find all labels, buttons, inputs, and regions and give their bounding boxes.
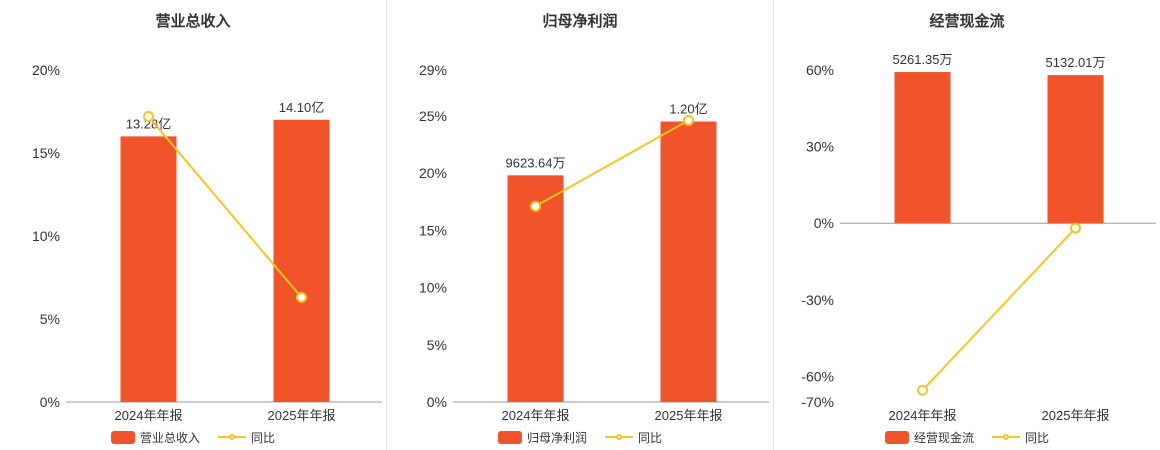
bar (507, 175, 564, 402)
legend-item-line-series[interactable]: 同比 (992, 429, 1049, 446)
bar (1047, 75, 1104, 224)
chart-plot-area: 60% 30% 0% -30% -60% -70% 5261.35万 5132.01万 2024… (774, 34, 1160, 424)
line-marker-ring-icon (229, 434, 235, 440)
bar-value-label: 9623.64万 (506, 155, 566, 170)
y-axis-tick-label: -60% (801, 368, 834, 384)
y-axis-tick-label: 15% (419, 222, 447, 238)
chart-panel-revenue: 营业总收入 0% 5% 10% 15% 20% 13.28亿 14.10亿 2024年年报 20… (0, 0, 386, 450)
chart-canvas: 60% 30% 0% -30% -60% -70% 5261.35万 5132.01万 2024… (801, 52, 1156, 423)
legend-line-label: 同比 (251, 430, 276, 445)
x-axis-category-label: 2024年年报 (889, 408, 957, 423)
x-axis-category-label: 2024年年报 (115, 408, 183, 423)
line-swatch-icon (218, 431, 246, 444)
legend-item-line-series[interactable]: 同比 (605, 429, 662, 446)
y-axis-tick-label: 5% (40, 311, 60, 327)
y-axis-tick-label: 0% (427, 394, 447, 410)
bar-value-label: 1.20亿 (669, 102, 707, 117)
y-axis-tick-label: 20% (32, 62, 60, 78)
x-axis-category-label: 2025年年报 (268, 408, 336, 423)
y-axis-tick-label: 20% (419, 165, 447, 181)
yoy-line (147, 115, 303, 299)
legend-line-label: 同比 (1025, 430, 1050, 445)
x-axis-category-label: 2025年年报 (1042, 408, 1110, 423)
chart-canvas: 0% 5% 10% 15% 20% 25% 29% 9623.64万 1.20亿 2024年年报 2… (419, 62, 769, 423)
y-axis-tick-label: 10% (32, 228, 60, 244)
chart-title: 经营现金流 (929, 13, 1005, 30)
y-axis-tick-label: 60% (806, 62, 834, 78)
bar-swatch-icon (110, 430, 135, 444)
bar (120, 136, 177, 402)
yoy-line (535, 119, 689, 208)
legend-item-bar-series[interactable]: 营业总收入 (110, 429, 200, 446)
y-axis-tick-label: 25% (419, 108, 447, 124)
yoy-line-marker (296, 291, 307, 303)
legend-item-line-series[interactable]: 同比 (218, 429, 275, 446)
chart-legend: 营业总收入 同比 (0, 424, 386, 450)
x-axis-category-label: 2025年年报 (655, 408, 723, 423)
yoy-line (921, 227, 1077, 391)
y-axis-tick-label: 29% (419, 62, 447, 78)
bar-value-label: 13.28亿 (126, 116, 172, 131)
chart-panel-net-profit: 归母净利润 0% 5% 10% 15% 20% 25% 29% 9623.64万 1.20亿 20… (386, 0, 773, 450)
yoy-line-marker (683, 114, 694, 126)
bar-swatch-icon (497, 430, 522, 444)
bar (660, 121, 717, 402)
y-axis-tick-label: 5% (427, 337, 447, 353)
chart-panel-operating-cash-flow: 经营现金流 60% 30% 0% -30% -60% -70% 5261.35万 5132.0… (773, 0, 1160, 450)
x-axis-category-label: 2024年年报 (502, 408, 570, 423)
chart-plot-area: 0% 5% 10% 15% 20% 13.28亿 14.10亿 2024年年报 2025年年报 (0, 34, 386, 424)
y-axis-tick-label: 15% (32, 145, 60, 161)
legend-line-label: 同比 (638, 430, 663, 445)
y-axis-tick-label: 0% (40, 394, 60, 410)
bar (273, 119, 330, 403)
chart-title: 归母净利润 (542, 13, 618, 30)
legend-item-bar-series[interactable]: 经营现金流 (884, 429, 974, 446)
line-swatch-icon (605, 431, 633, 444)
chart-canvas: 0% 5% 10% 15% 20% 13.28亿 14.10亿 2024年年报 2025年年报 (32, 62, 382, 423)
bar-value-label: 14.10亿 (279, 100, 325, 115)
chart-plot-area: 0% 5% 10% 15% 20% 25% 29% 9623.64万 1.20亿 2024年年报 2… (387, 34, 773, 424)
yoy-line-marker (530, 200, 541, 212)
bar-value-label: 5132.01万 (1046, 55, 1106, 70)
bar-value-label: 5261.35万 (893, 52, 953, 67)
y-axis-tick-label: -30% (801, 292, 834, 308)
y-axis-tick-label: 10% (419, 280, 447, 296)
chart-legend: 归母净利润 同比 (387, 424, 773, 450)
y-axis-tick-label: -70% (801, 394, 834, 410)
line-marker-ring-icon (1003, 434, 1009, 440)
legend-bar-label: 归母净利润 (526, 430, 587, 445)
legend-bar-label: 营业总收入 (139, 430, 200, 445)
chart-title: 营业总收入 (155, 13, 231, 30)
bar-swatch-icon (884, 430, 909, 444)
line-marker-ring-icon (616, 434, 622, 440)
legend-item-bar-series[interactable]: 归母净利润 (497, 429, 587, 446)
y-axis-tick-label: 0% (814, 215, 834, 231)
line-swatch-icon (992, 431, 1020, 444)
y-axis-tick-label: 30% (806, 139, 834, 155)
legend-bar-label: 经营现金流 (913, 430, 974, 445)
yoy-line-marker (143, 110, 154, 122)
yoy-line-marker (1070, 222, 1081, 234)
chart-legend: 经营现金流 同比 (774, 424, 1160, 450)
bar (894, 72, 951, 224)
yoy-line-marker (917, 384, 928, 396)
